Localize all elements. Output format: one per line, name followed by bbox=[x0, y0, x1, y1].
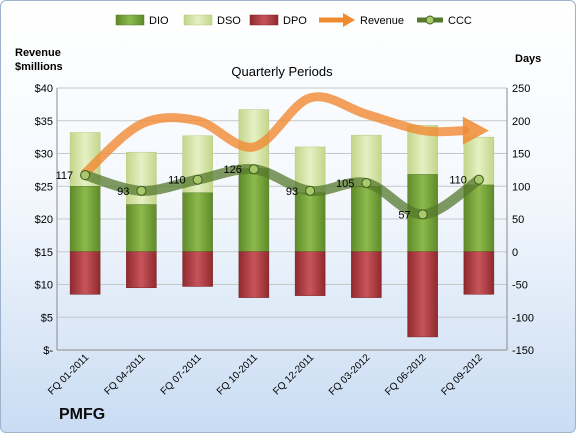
legend-label-dio: DIO bbox=[149, 15, 169, 27]
category-label: FQ 06-2012 bbox=[383, 352, 429, 398]
bar-dpo bbox=[351, 251, 382, 298]
category-label: FQ 10-2011 bbox=[215, 352, 260, 397]
bar-dpo bbox=[294, 251, 326, 296]
category-label: FQ 12-2011 bbox=[271, 352, 316, 397]
category-label: FQ 03-2012 bbox=[327, 352, 373, 398]
ccc-data-label: 126 bbox=[224, 164, 242, 176]
ccc-data-label: 105 bbox=[336, 178, 354, 190]
legend-swatch-revenue-arrow bbox=[343, 13, 355, 27]
right-tick-label: -50 bbox=[512, 280, 528, 292]
left-tick-label: $20 bbox=[35, 214, 53, 226]
ccc-point bbox=[361, 177, 372, 188]
category-label: FQ 07-2011 bbox=[159, 352, 204, 397]
ccc-data-label: 110 bbox=[168, 175, 186, 187]
legend-label-revenue: Revenue bbox=[360, 15, 404, 27]
right-tick-label: 50 bbox=[512, 214, 524, 226]
left-tick-label: $40 bbox=[35, 83, 53, 95]
left-axis-title-line1: Revenue bbox=[15, 47, 61, 59]
ticker-label: PMFG bbox=[59, 406, 106, 423]
right-tick-label: 250 bbox=[512, 83, 530, 95]
bar-dpo bbox=[126, 251, 157, 289]
left-tick-label: $15 bbox=[35, 247, 53, 259]
ccc-point bbox=[136, 185, 147, 196]
right-tick-label: 100 bbox=[512, 181, 530, 193]
right-tick-label: 200 bbox=[512, 116, 530, 128]
left-tick-label: $25 bbox=[35, 181, 53, 193]
bar-dpo bbox=[238, 251, 270, 298]
ccc-data-label: 117 bbox=[56, 170, 74, 182]
chart-title: Quarterly Periods bbox=[231, 64, 333, 79]
bar-dio bbox=[126, 204, 157, 252]
left-tick-label: $5 bbox=[41, 312, 53, 324]
ccc-point bbox=[417, 209, 428, 220]
right-tick-label: 150 bbox=[512, 149, 530, 161]
ccc-data-label: 93 bbox=[117, 186, 129, 198]
category-label: FQ 09-2012 bbox=[439, 352, 485, 398]
right-axis-title: Days bbox=[515, 53, 541, 65]
bar-dso bbox=[126, 151, 157, 205]
right-tick-label: 0 bbox=[512, 247, 518, 259]
right-tick-label: -100 bbox=[512, 312, 534, 324]
ccc-point bbox=[192, 174, 203, 185]
revenue-line bbox=[80, 92, 470, 178]
right-tick-label: -150 bbox=[512, 345, 534, 357]
category-label: FQ 04-2011 bbox=[103, 352, 148, 397]
left-tick-label: $30 bbox=[35, 149, 53, 161]
ccc-point bbox=[248, 164, 259, 175]
left-axis-title-line2: $millions bbox=[15, 61, 63, 73]
category-label: FQ 01-2011 bbox=[46, 352, 91, 397]
legend-swatch-dio bbox=[115, 14, 145, 26]
ccc-point bbox=[473, 174, 484, 185]
bar-dio bbox=[182, 192, 213, 253]
legend-label-ccc: CCC bbox=[448, 15, 472, 27]
bar-dio bbox=[238, 168, 270, 252]
legend-swatch-dso bbox=[183, 14, 213, 26]
bar-dio bbox=[351, 186, 382, 252]
bar-dpo bbox=[182, 251, 213, 287]
ccc-data-label: 93 bbox=[286, 186, 298, 198]
bar-dpo bbox=[463, 251, 495, 295]
bar-dpo bbox=[69, 251, 101, 295]
bar-dio bbox=[69, 186, 101, 252]
legend-swatch-dpo bbox=[249, 14, 279, 26]
bar-dpo bbox=[407, 251, 438, 338]
legend-label-dpo: DPO bbox=[283, 15, 307, 27]
bar-dio bbox=[294, 192, 326, 253]
ccc-point bbox=[80, 170, 91, 181]
ccc-point bbox=[305, 185, 316, 196]
ccc-data-label: 110 bbox=[449, 175, 467, 187]
left-tick-label: $35 bbox=[35, 116, 53, 128]
ccc-data-label: 57 bbox=[398, 209, 410, 221]
legend-label-dso: DSO bbox=[217, 15, 241, 27]
revenue-arrowhead bbox=[462, 116, 489, 145]
left-tick-label: $10 bbox=[35, 280, 53, 292]
legend-swatch-ccc-marker bbox=[425, 15, 435, 25]
left-tick-label: $- bbox=[43, 345, 53, 357]
bar-dio bbox=[463, 184, 495, 252]
